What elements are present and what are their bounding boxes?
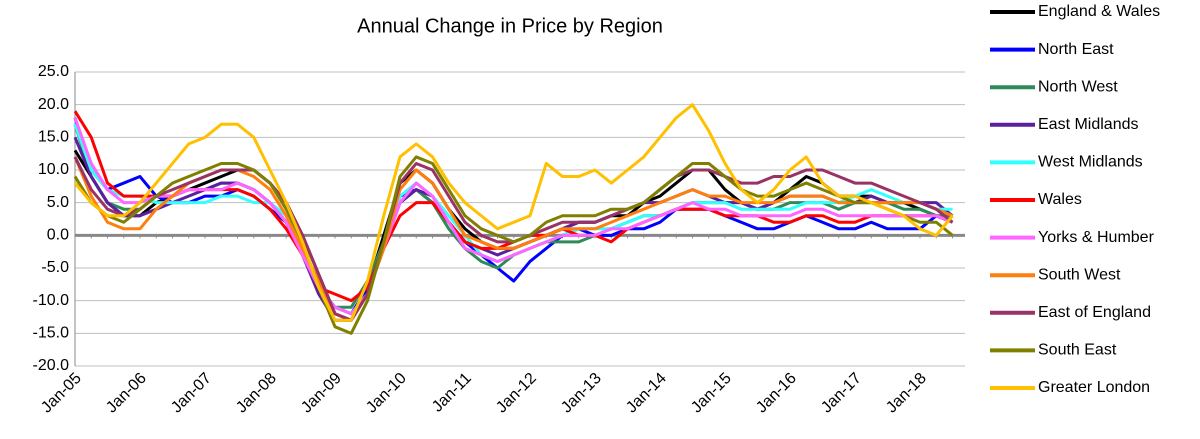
legend-label: Greater London — [1038, 379, 1150, 396]
legend-label: North West — [1038, 78, 1118, 95]
y-tick-label: 10.0 — [38, 161, 69, 178]
y-tick-label: 5.0 — [47, 194, 69, 211]
x-tick-label: Jan-09 — [298, 370, 345, 417]
legend-label: South East — [1038, 342, 1117, 359]
series-line — [73, 136, 954, 322]
y-tick-label: 20.0 — [38, 96, 69, 113]
x-tick-label: Jan-18 — [883, 370, 930, 417]
y-tick-label: 15.0 — [38, 129, 69, 146]
x-tick-label: Jan-10 — [363, 370, 410, 417]
x-tick-label: Jan-15 — [688, 370, 735, 417]
legend-label: Yorks & Humber — [1038, 229, 1155, 246]
legend-label: North East — [1038, 41, 1114, 58]
y-tick-label: 0.0 — [47, 227, 69, 244]
legend-label: South West — [1038, 266, 1121, 283]
legend-label: England & Wales — [1038, 3, 1160, 20]
y-tick-label: -15.0 — [33, 325, 70, 342]
legend-label: West Midlands — [1038, 154, 1143, 171]
x-tick-label: Jan-12 — [493, 370, 540, 417]
legend-label: Wales — [1038, 191, 1082, 208]
y-tick-label: -20.0 — [33, 357, 70, 374]
x-tick-label: Jan-11 — [429, 370, 475, 416]
series-line — [73, 155, 954, 335]
legend-label: East of England — [1038, 304, 1151, 321]
x-tick-label: Jan-05 — [38, 370, 85, 417]
series-line — [73, 123, 953, 316]
y-tick-label: -10.0 — [33, 292, 70, 309]
series-line — [73, 103, 954, 322]
series-line — [73, 117, 954, 316]
x-tick-label: Jan-13 — [558, 370, 605, 417]
series-line — [73, 110, 954, 303]
legend-label: East Midlands — [1038, 116, 1139, 133]
x-tick-label: Jan-06 — [103, 370, 150, 417]
y-tick-label: -5.0 — [41, 259, 69, 276]
x-tick-label: Jan-07 — [168, 370, 215, 417]
chart-title: Annual Change in Price by Region — [357, 15, 663, 37]
x-tick-label: Jan-08 — [233, 370, 280, 417]
x-tick-label: Jan-16 — [753, 370, 800, 417]
x-tick-label: Jan-17 — [818, 370, 865, 417]
y-tick-label: 25.0 — [38, 63, 69, 80]
x-tick-label: Jan-14 — [623, 370, 670, 417]
